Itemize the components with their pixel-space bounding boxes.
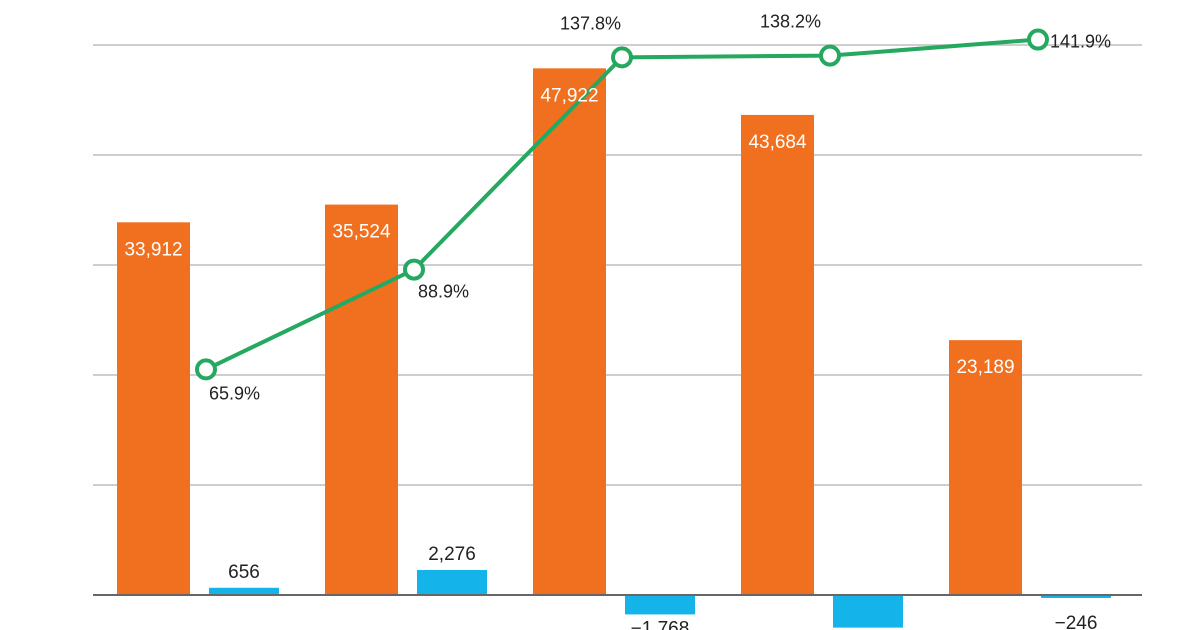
ratio-point-label: 141.9% [1050, 32, 1111, 52]
bar-secondary [833, 595, 903, 628]
ratio-point-label: 88.9% [418, 282, 469, 302]
ratio-point-label: 138.2% [760, 12, 821, 32]
bar-secondary-label: 656 [228, 562, 260, 583]
bar-primary [741, 114, 814, 595]
bar-primary [533, 68, 606, 595]
bar-primary-label: 33,912 [124, 239, 182, 260]
bars [117, 68, 1111, 628]
bar-primary-label: 35,524 [332, 222, 391, 243]
ratio-point-label: 137.8% [560, 13, 621, 33]
data-labels: 33,912 35,524 47,922 43,684 23,189 656 2,276 −1… [124, 12, 1111, 630]
bar-primary-label: 47,922 [540, 85, 598, 106]
bar-secondary [209, 587, 279, 595]
bar-secondary-label: 2,276 [428, 544, 476, 565]
ratio-point [1027, 28, 1049, 51]
bar-primary-label: 43,684 [748, 132, 807, 153]
bar-primary-label: 23,189 [956, 357, 1014, 378]
bar-secondary-label: −246 [1055, 613, 1098, 630]
ratio-point [611, 46, 633, 69]
ratio-line [195, 28, 1049, 381]
ratio-point [403, 258, 425, 281]
bar-secondary [417, 569, 487, 595]
bar-primary [117, 222, 190, 595]
bar-secondary-label: −1,768 [631, 618, 690, 630]
ratio-point-label: 65.9% [209, 383, 260, 403]
bar-secondary [625, 595, 695, 615]
bar-primary [325, 204, 398, 595]
bar-primary [949, 340, 1022, 595]
ratio-point [819, 44, 841, 67]
ratio-point [195, 358, 217, 381]
bar-secondary [1041, 595, 1111, 598]
